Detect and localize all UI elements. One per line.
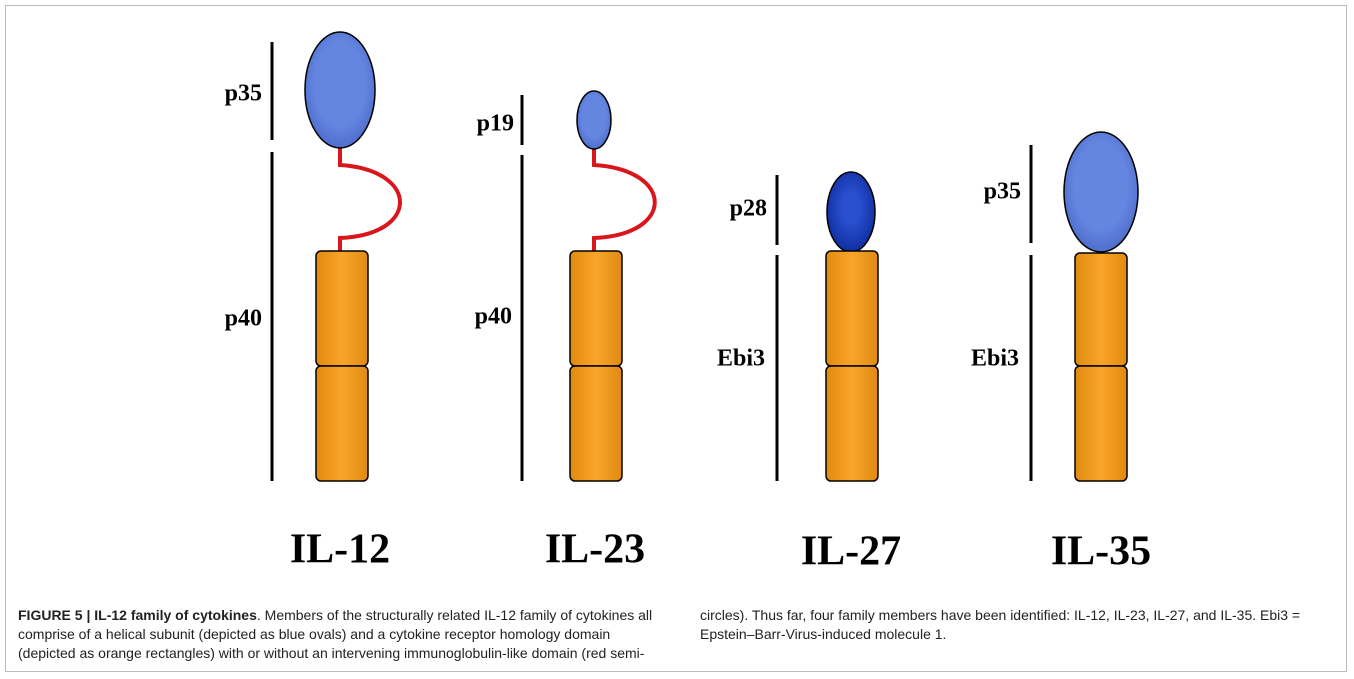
subunit-label: p40 [225, 306, 262, 332]
panel-il27: p28 Ebi3 IL-27 [717, 172, 901, 575]
panel-il12: p35 p40 IL-12 [225, 32, 400, 573]
receptor-domain [316, 366, 368, 481]
cytokine-name: IL-27 [801, 529, 901, 575]
cytokine-name: IL-23 [545, 527, 645, 573]
subunit-label: Ebi3 [717, 346, 765, 372]
caption: FIGURE 5 | IL-12 family of cytokines. Me… [18, 606, 1338, 663]
panel-il23: p19 p40 IL-23 [475, 91, 655, 573]
ig-domain [340, 148, 400, 252]
panel-il35: p35 Ebi3 IL-35 [971, 132, 1151, 575]
diagram: p35 p40 IL-12 p19 p40 IL-23 p28 Ebi3 IL-… [0, 0, 1354, 600]
receptor-domain [1075, 253, 1127, 366]
receptor-domain [826, 251, 878, 366]
receptor-domain [570, 251, 622, 366]
caption-label: FIGURE 5 | IL-12 family of cytokines [18, 607, 257, 623]
subunit-label: Ebi3 [971, 346, 1019, 372]
helical-subunit [577, 91, 611, 149]
ig-domain [594, 148, 655, 252]
subunit-label: p28 [730, 196, 767, 222]
subunit-label: p19 [477, 111, 514, 137]
receptor-domain [570, 366, 622, 481]
receptor-domain [1075, 366, 1127, 481]
cytokine-name: IL-35 [1051, 529, 1151, 575]
receptor-domain [316, 251, 368, 366]
receptor-domain [826, 366, 878, 481]
subunit-label: p35 [984, 179, 1021, 205]
subunit-label: p40 [475, 304, 512, 330]
helical-subunit [1064, 132, 1138, 252]
helical-subunit [827, 172, 875, 252]
subunit-label: p35 [225, 81, 262, 107]
cytokine-name: IL-12 [290, 527, 390, 573]
helical-subunit [305, 32, 375, 148]
